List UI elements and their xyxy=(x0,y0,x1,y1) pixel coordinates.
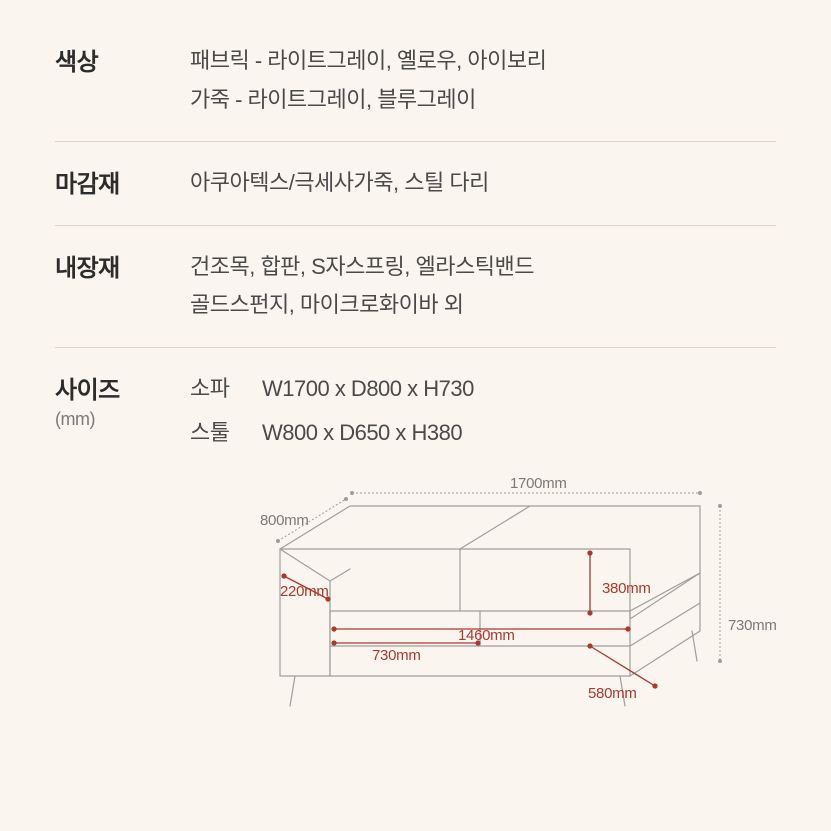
dim-seat-half: 730mm xyxy=(372,643,421,669)
label-col: 사이즈 (mm) xyxy=(55,370,190,430)
row-color: 색상 패브릭 - 라이트그레이, 옐로우, 아이보리 가죽 - 라이트그레이, … xyxy=(55,20,776,142)
label-inner: 내장재 xyxy=(55,248,190,283)
dim-seat-depth: 580mm xyxy=(588,681,637,707)
inner-line2: 골드스펀지, 마이크로화이바 외 xyxy=(190,286,776,325)
sublabel-size: (mm) xyxy=(55,409,190,430)
row-size: 사이즈 (mm) 소파 W1700 x D800 x H730 스툴 W800 … xyxy=(55,348,776,763)
label-finish: 마감재 xyxy=(55,164,190,199)
dim-back-height: 380mm xyxy=(602,576,651,602)
dim-width-total: 1700mm xyxy=(510,471,567,497)
label-color: 색상 xyxy=(55,42,190,77)
row-finish: 마감재 아쿠아텍스/극세사가죽, 스틸 다리 xyxy=(55,142,776,226)
dim-arm-width: 220mm xyxy=(280,579,329,605)
value-size: 소파 W1700 x D800 x H730 스툴 W800 x D650 x … xyxy=(190,370,776,741)
size-sofa-dim: W1700 x D800 x H730 xyxy=(262,370,776,409)
label-size: 사이즈 xyxy=(55,370,190,405)
size-sofa-name: 소파 xyxy=(190,370,262,409)
label-col: 마감재 xyxy=(55,164,190,199)
inner-line1: 건조목, 합판, S자스프링, 엘라스틱밴드 xyxy=(190,248,776,287)
sofa-diagram: 1700mm 800mm 220mm 730mm 1460mm 380mm 58… xyxy=(190,471,776,741)
row-inner: 내장재 건조목, 합판, S자스프링, 엘라스틱밴드 골드스펀지, 마이크로화이… xyxy=(55,226,776,348)
color-line1: 패브릭 - 라이트그레이, 옐로우, 아이보리 xyxy=(190,42,776,81)
label-col: 색상 xyxy=(55,42,190,77)
dim-depth: 800mm xyxy=(260,508,309,534)
value-inner: 건조목, 합판, S자스프링, 엘라스틱밴드 골드스펀지, 마이크로화이바 외 xyxy=(190,248,776,325)
color-line2: 가죽 - 라이트그레이, 블루그레이 xyxy=(190,81,776,120)
size-grid: 소파 W1700 x D800 x H730 스툴 W800 x D650 x … xyxy=(190,370,776,453)
finish-line: 아쿠아텍스/극세사가죽, 스틸 다리 xyxy=(190,164,776,203)
label-col: 내장재 xyxy=(55,248,190,283)
spec-table: 색상 패브릭 - 라이트그레이, 옐로우, 아이보리 가죽 - 라이트그레이, … xyxy=(0,0,831,763)
size-stool-name: 스툴 xyxy=(190,414,262,453)
value-finish: 아쿠아텍스/극세사가죽, 스틸 다리 xyxy=(190,164,776,203)
dim-height-total: 730mm xyxy=(728,613,777,639)
size-stool-dim: W800 x D650 x H380 xyxy=(262,414,776,453)
value-color: 패브릭 - 라이트그레이, 옐로우, 아이보리 가죽 - 라이트그레이, 블루그… xyxy=(190,42,776,119)
dim-seat-width: 1460mm xyxy=(458,623,515,649)
